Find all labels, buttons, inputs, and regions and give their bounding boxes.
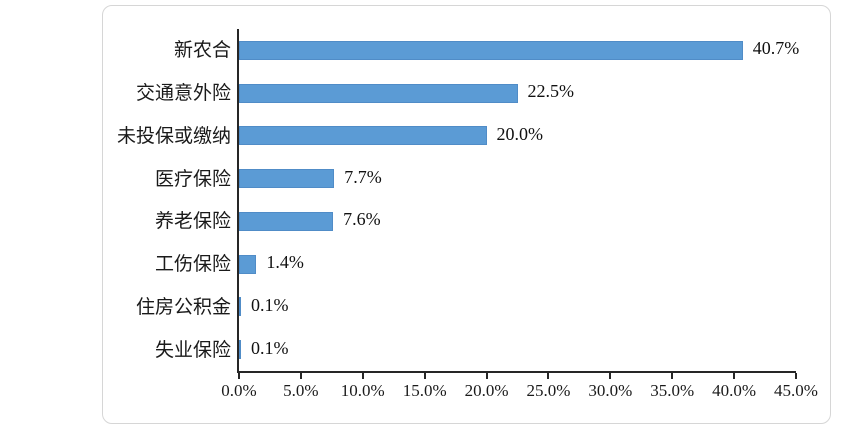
category-label: 医疗保险 (154, 168, 231, 190)
bar-row: 7.6% (239, 200, 796, 243)
x-tick-label: 45.0% (774, 381, 818, 400)
x-tick-label: 5.0% (283, 381, 319, 400)
category-label: 新农合 (173, 40, 231, 62)
category-label: 失业保险 (154, 339, 231, 361)
bar (239, 126, 487, 146)
bar-row: 20.0% (239, 115, 796, 158)
x-tick (238, 373, 240, 379)
value-label: 7.6% (343, 209, 381, 230)
x-axis-line (237, 371, 796, 373)
plot-area: 40.7% 22.5% 20.0% 7.7% 7.6% 1.4% 0.1% 0.1% 0.0% 5… (221, 29, 818, 400)
category-label: 工伤保险 (154, 254, 231, 276)
x-tick-label: 0.0% (221, 381, 257, 400)
x-tick-label: 35.0% (650, 381, 695, 400)
x-tick (671, 373, 674, 379)
x-tick (423, 373, 426, 379)
x-tick-label: 15.0% (402, 381, 447, 400)
bar (239, 169, 335, 189)
chart-panel: 40.7% 22.5% 20.0% 7.7% 7.6% 1.4% 0.1% 0.1% 0.0% 5… (102, 5, 831, 424)
value-label: 0.1% (251, 337, 289, 358)
bar-row: 22.5% (239, 72, 796, 115)
bar (239, 83, 518, 103)
x-tick (795, 373, 797, 379)
y-axis-line (237, 29, 239, 373)
x-tick-label: 30.0% (588, 381, 633, 400)
x-tick-label: 25.0% (526, 381, 571, 400)
bar (239, 211, 334, 231)
value-label: 22.5% (527, 81, 575, 102)
x-tick-label: 40.0% (712, 381, 757, 400)
x-tick (547, 373, 550, 379)
value-label: 40.7% (752, 38, 800, 59)
bar (239, 340, 241, 360)
category-label: 交通意外险 (135, 83, 231, 105)
x-tick-label: 10.0% (340, 381, 385, 400)
value-label: 1.4% (266, 252, 304, 273)
bar (239, 254, 257, 274)
value-label: 7.7% (344, 166, 382, 187)
bar-row: 40.7% (239, 29, 799, 72)
x-tick-label: 20.0% (464, 381, 509, 400)
bar-row: 1.4% (239, 243, 796, 286)
x-tick (609, 373, 612, 379)
category-label: 未投保或缴纳 (116, 125, 231, 147)
value-label: 0.1% (251, 295, 289, 316)
x-tick (485, 373, 488, 379)
category-label: 养老保险 (154, 211, 231, 233)
value-label: 20.0% (496, 124, 544, 145)
x-tick (733, 373, 736, 379)
bar-row: 0.1% (239, 328, 796, 371)
x-tick (361, 373, 364, 379)
category-label: 住房公积金 (135, 296, 231, 318)
bar-row: 0.1% (239, 286, 796, 329)
bar (239, 40, 743, 60)
bar (239, 297, 241, 317)
bar-row: 7.7% (239, 157, 796, 200)
x-tick (299, 373, 302, 379)
